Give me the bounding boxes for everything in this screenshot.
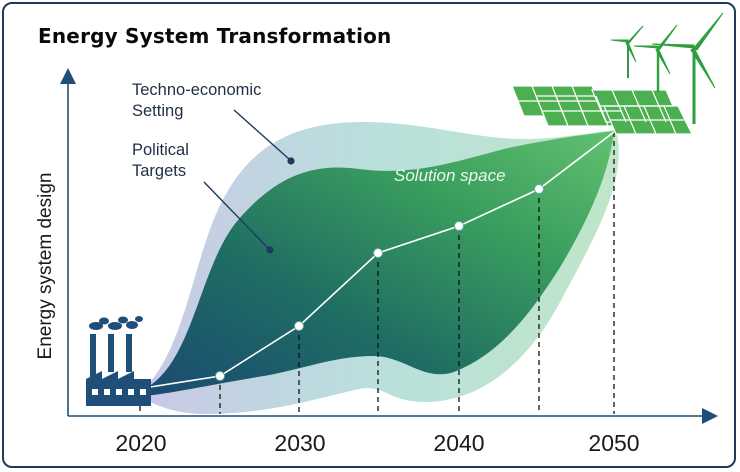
techno-economic-dot <box>287 157 295 165</box>
x-tick-label: 2040 <box>433 430 485 456</box>
techno-economic-line-2: Setting <box>132 102 184 120</box>
milestone-point <box>534 184 544 194</box>
techno-economic-label: Techno-economic Setting <box>132 80 261 122</box>
milestone-point <box>215 371 225 381</box>
diagram-canvas <box>60 12 724 424</box>
x-tick-label: 2020 <box>115 430 167 456</box>
diagram-frame: Energy System Transformation Energy syst… <box>2 2 736 468</box>
political-dot <box>266 246 274 254</box>
political-line-2: Targets <box>132 162 187 180</box>
political-targets-label: Political Targets <box>132 140 189 182</box>
y-axis-label: Energy system design <box>35 172 56 360</box>
solar-panel-icon <box>511 85 693 135</box>
milestone-points <box>215 184 544 381</box>
factory-icon <box>86 316 151 406</box>
diagram-title: Energy System Transformation <box>38 24 392 48</box>
solution-space-label: Solution space <box>394 166 506 185</box>
techno-economic-leader <box>233 109 290 160</box>
x-tick-label: 2030 <box>274 430 326 456</box>
milestone-point <box>454 221 464 231</box>
techno-economic-line-1: Techno-economic <box>132 81 262 99</box>
milestone-point <box>373 248 383 258</box>
inner-band <box>144 131 614 396</box>
wind-turbine-icon <box>610 12 724 124</box>
x-tick-label: 2050 <box>588 430 640 456</box>
political-leader <box>203 181 269 249</box>
milestone-point <box>294 321 304 331</box>
political-line-1: Political <box>132 141 189 159</box>
